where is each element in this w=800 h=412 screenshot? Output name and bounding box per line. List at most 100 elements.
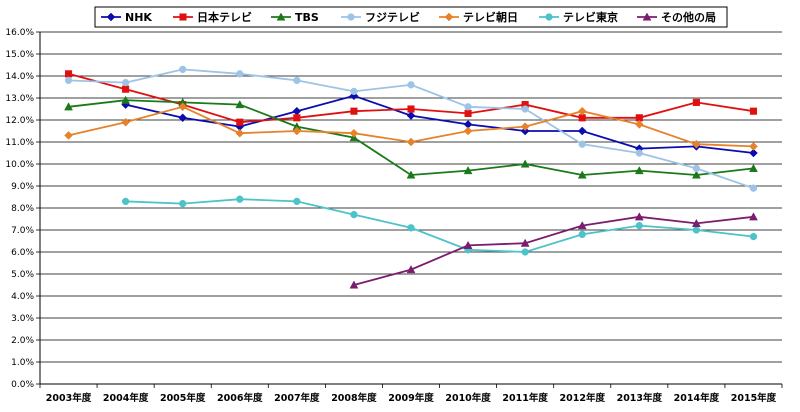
y-tick-label: 3.0%	[11, 314, 34, 324]
data-point	[121, 78, 130, 87]
x-tick-label: 2008年度	[331, 392, 377, 404]
data-point	[520, 126, 530, 136]
data-point	[635, 149, 643, 157]
data-point	[520, 159, 530, 168]
series-line	[125, 198, 754, 253]
data-point	[64, 76, 73, 85]
y-tick-label: 5.0%	[11, 270, 34, 280]
data-point	[64, 70, 73, 78]
data-point	[749, 232, 758, 241]
data-point	[236, 118, 244, 126]
data-point	[692, 226, 701, 234]
data-point	[179, 199, 187, 208]
data-point	[235, 128, 245, 138]
y-tick-label: 4.0%	[11, 292, 34, 302]
x-tick-label: 2015年度	[731, 392, 777, 404]
series-line	[353, 215, 754, 286]
series-markers	[64, 65, 758, 289]
data-point	[236, 70, 244, 78]
data-point	[407, 81, 415, 89]
data-point	[235, 100, 245, 109]
y-tick-label: 16.0%	[5, 28, 34, 38]
data-point	[350, 210, 358, 219]
x-tick-label: 2011年度	[502, 392, 548, 404]
y-tick-label: 9.0%	[11, 182, 34, 192]
x-tick-label: 2007年度	[274, 392, 320, 404]
data-point	[121, 197, 130, 206]
data-point	[406, 111, 416, 120]
x-tick-label: 2009年度	[388, 392, 434, 404]
data-point	[521, 248, 529, 256]
data-point	[236, 195, 244, 203]
y-tick-label: 7.0%	[11, 226, 34, 236]
data-point	[293, 114, 301, 122]
data-point	[749, 107, 758, 115]
y-tick-label: 12.0%	[5, 116, 34, 126]
x-tick-label: 2004年度	[103, 392, 149, 404]
y-tick-label: 8.0%	[11, 204, 34, 214]
data-point	[634, 212, 644, 221]
legend-label: その他の局	[661, 10, 716, 24]
data-point	[178, 113, 188, 123]
data-point	[406, 265, 416, 274]
y-tick-label: 2.0%	[11, 336, 34, 346]
x-tick-label: 2005年度	[160, 392, 206, 404]
y-tick-label: 13.0%	[5, 94, 34, 104]
data-point	[178, 102, 188, 112]
data-point	[578, 140, 586, 148]
y-tick-label: 15.0%	[5, 50, 34, 60]
data-point	[121, 95, 131, 104]
data-point	[293, 76, 301, 85]
data-point	[578, 230, 586, 239]
data-point	[692, 164, 701, 173]
data-point	[749, 163, 758, 172]
data-point	[407, 224, 415, 232]
legend-marker	[276, 12, 286, 21]
legend-marker	[444, 12, 454, 22]
data-point	[749, 212, 758, 221]
data-point	[293, 197, 301, 206]
axes	[36, 31, 783, 388]
y-tick-label: 14.0%	[5, 72, 34, 82]
data-point	[577, 126, 587, 136]
data-point	[349, 128, 359, 138]
legend-marker	[347, 13, 355, 21]
data-point	[350, 87, 358, 96]
data-point	[406, 170, 416, 179]
legend-label: テレビ朝日	[463, 10, 518, 24]
legend-label: NHK	[125, 11, 152, 24]
data-point	[349, 280, 359, 289]
legend-marker	[179, 13, 187, 21]
data-point	[464, 109, 472, 117]
data-point	[634, 120, 644, 129]
data-point	[292, 126, 302, 136]
data-point	[577, 170, 587, 179]
data-point	[692, 139, 701, 149]
y-tick-label: 10.0%	[5, 160, 34, 170]
legend-label: 日本テレビ	[197, 10, 252, 24]
data-point	[350, 107, 358, 115]
data-point	[122, 85, 130, 93]
data-point	[406, 137, 416, 147]
legend: NHK 日本テレビ TBS フジテレビ テレビ朝日 テレビ東京 その他の局	[94, 6, 728, 28]
y-tick-label: 0.0%	[11, 380, 34, 390]
data-point	[463, 126, 473, 136]
x-axis-tick-labels: 2003年度 2004年度 2005年度 2006年度 2007年度 2008年度 2009…	[46, 392, 777, 404]
x-tick-label: 2003年度	[46, 392, 92, 404]
x-tick-label: 2013年度	[617, 392, 663, 404]
legend-marker	[642, 12, 652, 21]
legend-label: テレビ東京	[563, 10, 618, 24]
data-point	[692, 98, 700, 106]
data-point	[691, 170, 701, 179]
data-point	[749, 142, 758, 151]
x-tick-label: 2014年度	[674, 392, 720, 404]
data-point	[577, 221, 587, 230]
y-tick-label: 6.0%	[11, 248, 34, 258]
legend-box	[94, 6, 728, 28]
data-point	[463, 166, 473, 175]
data-point	[64, 131, 73, 140]
legend-label: TBS	[295, 11, 319, 24]
data-point	[635, 221, 643, 230]
